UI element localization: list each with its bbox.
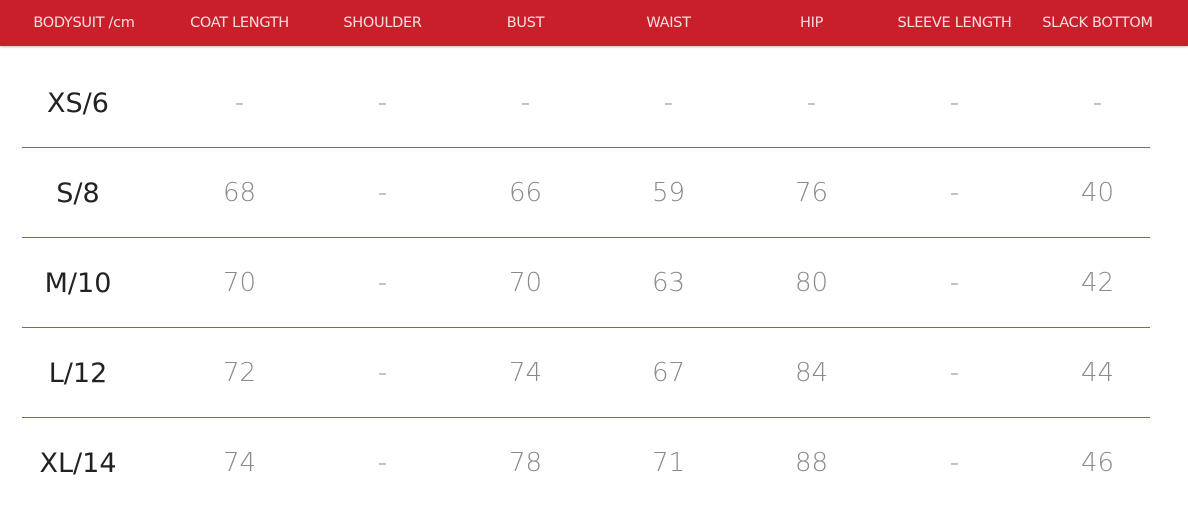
size-label: XL/14 [39,447,117,479]
table-cell: 40 [1080,178,1115,208]
table-cell: 78 [508,448,543,478]
table-cell: - [520,88,531,118]
column-header: BUST [506,15,545,31]
table-cell: 44 [1080,358,1115,388]
table-cell: 70 [222,268,257,298]
table-cell: 46 [1080,448,1115,478]
size-label: XS/6 [47,87,109,119]
table-cell: - [806,88,817,118]
table-cell: 63 [651,268,686,298]
table-cell: 42 [1080,268,1115,298]
table-row: L/12 72 - 74 67 84 - 44 [0,328,1188,418]
table-cell: 70 [508,268,543,298]
table-cell: 84 [794,358,829,388]
size-label: M/10 [44,267,112,299]
column-header: BODYSUIT /cm [33,15,135,31]
table-cell: - [377,358,388,388]
table-cell: 74 [508,358,543,388]
column-header: COAT LENGTH [190,15,289,31]
size-label: L/12 [48,357,108,389]
table-cell: 66 [508,178,543,208]
table-cell: 88 [794,448,829,478]
column-header: WAIST [646,15,691,31]
table-cell: 72 [222,358,257,388]
column-header: SLACK BOTTOM [1042,15,1153,31]
column-header: SLEEVE LENGTH [897,15,1012,31]
table-header: BODYSUIT /cm COAT LENGTH SHOULDER BUST WAIST… [0,0,1188,46]
table-cell: - [377,448,388,478]
table-cell: - [377,268,388,298]
table-cell: - [949,268,960,298]
table-row: M/10 70 - 70 63 80 - 42 [0,238,1188,328]
table-cell: - [949,448,960,478]
table-row: S/8 68 - 66 59 76 - 40 [0,148,1188,238]
table-cell: 67 [651,358,686,388]
table-cell: - [377,88,388,118]
table-row: XL/14 74 - 78 71 88 - 46 [0,418,1188,508]
table-cell: 59 [651,178,686,208]
table-cell: - [949,178,960,208]
table-cell: 76 [794,178,829,208]
table-cell: - [949,88,960,118]
table-cell: 71 [651,448,686,478]
size-label: S/8 [56,177,100,209]
table-cell: - [377,178,388,208]
column-header: HIP [799,15,824,31]
size-table-body: XS/6 - - - - - - - S/8 68 - 66 59 76 - 40 M/10 70 - 70 63 80 -… [0,58,1188,508]
table-cell: 80 [794,268,829,298]
table-cell: 68 [222,178,257,208]
table-cell: - [234,88,245,118]
table-row: XS/6 - - - - - - - [0,58,1188,148]
table-cell: - [949,358,960,388]
column-header: SHOULDER [343,15,422,31]
table-cell: 74 [222,448,257,478]
table-cell: - [1092,88,1103,118]
table-cell: - [663,88,674,118]
